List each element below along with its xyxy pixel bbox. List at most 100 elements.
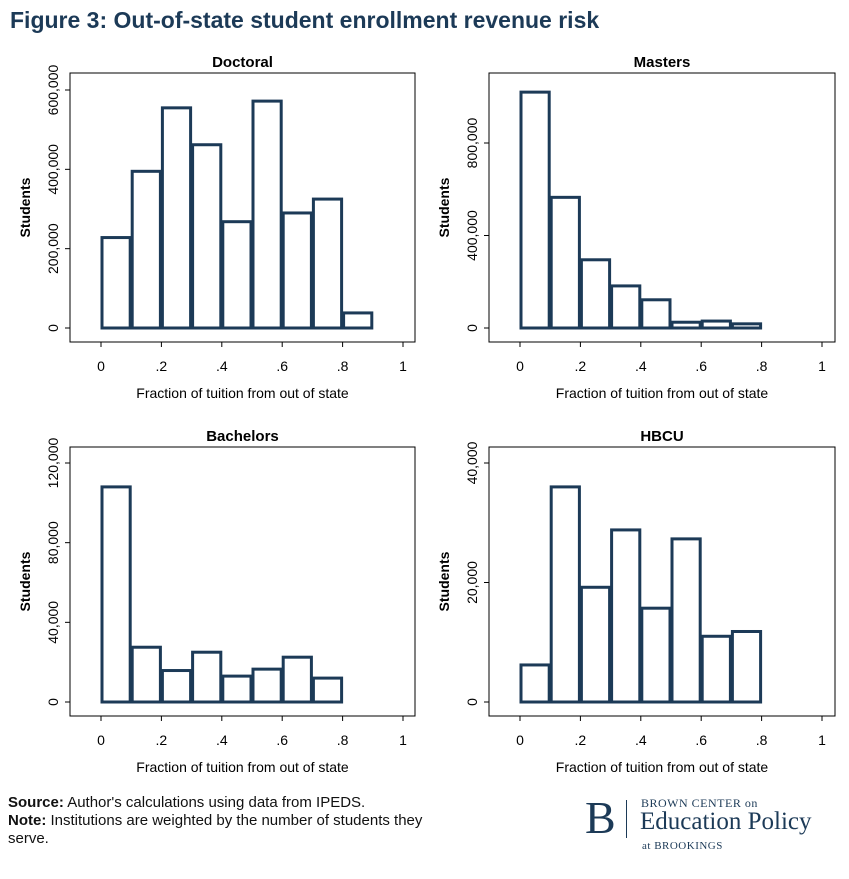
y-tick-label: 0 — [45, 324, 61, 332]
histogram-bar — [610, 284, 642, 330]
weighting-note: Note: Institutions are weighted by the n… — [8, 812, 458, 848]
y-tick-label: 0 — [464, 698, 480, 706]
histogram-bar — [100, 485, 132, 704]
histogram-bar — [100, 236, 132, 330]
x-tick-label: .4 — [216, 358, 228, 374]
y-tick-label: 40,000 — [464, 441, 480, 484]
x-tick-label: .2 — [575, 358, 587, 374]
x-axis-label: Fraction of tuition from out of state — [136, 385, 349, 401]
panel-title: Masters — [634, 54, 691, 71]
histogram-bar — [549, 485, 581, 704]
histogram-bar — [610, 528, 642, 704]
x-tick-label: .8 — [337, 358, 349, 374]
y-tick-label: 600,000 — [45, 64, 61, 115]
figure-title: Figure 3: Out-of-state student enrollmen… — [10, 7, 600, 33]
y-tick-label: 400,000 — [45, 144, 61, 195]
y-axis-label: Students — [436, 177, 452, 237]
x-tick-label: .4 — [216, 732, 228, 748]
panel-title: HBCU — [640, 428, 683, 445]
note-label: Note: — [8, 812, 47, 829]
logo-letter: B — [585, 792, 616, 843]
histogram-bar — [130, 645, 162, 704]
histogram-bar — [670, 537, 702, 704]
histogram-bar — [519, 90, 551, 330]
figure-notes: Source: Author's calculations using data… — [8, 794, 458, 848]
histogram-bar — [519, 663, 551, 704]
y-tick-label: 20,000 — [464, 561, 480, 604]
panel-title: Doctoral — [212, 54, 273, 71]
histogram-bar — [281, 211, 313, 330]
logo-line-3: at BROOKINGS — [642, 840, 723, 852]
logo-divider — [626, 800, 627, 838]
x-axis-label: Fraction of tuition from out of state — [556, 385, 769, 401]
y-tick-label: 400,000 — [464, 210, 480, 261]
x-axis-label: Fraction of tuition from out of state — [556, 759, 769, 775]
histogram-bar — [670, 320, 702, 330]
histogram-bar — [130, 169, 162, 330]
histogram-bar — [221, 674, 253, 704]
x-tick-label: 0 — [516, 358, 524, 374]
histogram-bar — [549, 195, 581, 330]
x-axis-label: Fraction of tuition from out of state — [136, 759, 349, 775]
x-tick-label: .2 — [156, 358, 168, 374]
y-tick-label: 0 — [464, 324, 480, 332]
x-tick-label: .2 — [156, 732, 168, 748]
logo-line-1: BROWN CENTER on — [641, 796, 758, 810]
y-tick-label: 0 — [45, 698, 61, 706]
source-note: Source: Author's calculations using data… — [8, 794, 458, 812]
histogram-bar — [579, 258, 612, 330]
y-tick-label: 800,000 — [464, 117, 480, 168]
x-tick-label: .6 — [695, 732, 707, 748]
x-tick-label: .4 — [635, 358, 647, 374]
x-tick-label: .8 — [756, 358, 768, 374]
x-tick-label: 1 — [818, 732, 826, 748]
y-tick-label: 200,000 — [45, 223, 61, 274]
histogram-bar — [730, 322, 763, 330]
histogram-bar — [191, 143, 223, 330]
histogram-bar — [342, 311, 374, 330]
panel-title: Bachelors — [206, 428, 279, 445]
histogram-bar — [251, 667, 283, 704]
histogram-bar — [700, 634, 732, 704]
histogram-bar — [700, 319, 732, 330]
x-tick-label: .4 — [635, 732, 647, 748]
histogram-bar — [281, 655, 313, 704]
x-tick-label: 0 — [516, 732, 524, 748]
plot-frame — [488, 72, 836, 343]
x-tick-label: .6 — [695, 358, 707, 374]
source-label: Source: — [8, 794, 64, 811]
x-tick-label: 0 — [97, 358, 105, 374]
x-tick-label: 1 — [399, 732, 407, 748]
y-axis-label: Students — [17, 551, 33, 611]
source-text: Author's calculations using data from IP… — [63, 794, 366, 811]
histogram-bar — [640, 298, 672, 330]
brown-center-logo: B BROWN CENTER on Education Policy at BR… — [585, 792, 835, 856]
x-tick-label: .6 — [276, 732, 288, 748]
plot-frame — [69, 446, 416, 717]
x-tick-label: 0 — [97, 732, 105, 748]
histogram-bar — [311, 197, 344, 330]
histogram-bar — [160, 669, 193, 704]
y-tick-label: 40,000 — [45, 601, 61, 644]
x-tick-label: .2 — [575, 732, 587, 748]
x-tick-label: .8 — [756, 732, 768, 748]
y-axis-label: Students — [436, 551, 452, 611]
x-tick-label: .6 — [276, 358, 288, 374]
x-tick-label: 1 — [818, 358, 826, 374]
histogram-bar — [251, 99, 283, 330]
histogram-bar — [191, 650, 223, 704]
x-tick-label: 1 — [399, 358, 407, 374]
histogram-bar — [730, 629, 763, 704]
note-text: Institutions are weighted by the number … — [8, 812, 423, 847]
histogram-bar — [311, 676, 344, 704]
logo-line-2: Education Policy — [640, 808, 812, 835]
histogram-bar — [221, 220, 253, 330]
histogram-bar — [579, 585, 612, 704]
x-tick-label: .8 — [337, 732, 349, 748]
plot-frame — [488, 446, 836, 717]
histogram-bar — [160, 106, 193, 330]
histogram-bar — [640, 606, 672, 704]
y-axis-label: Students — [17, 177, 33, 237]
